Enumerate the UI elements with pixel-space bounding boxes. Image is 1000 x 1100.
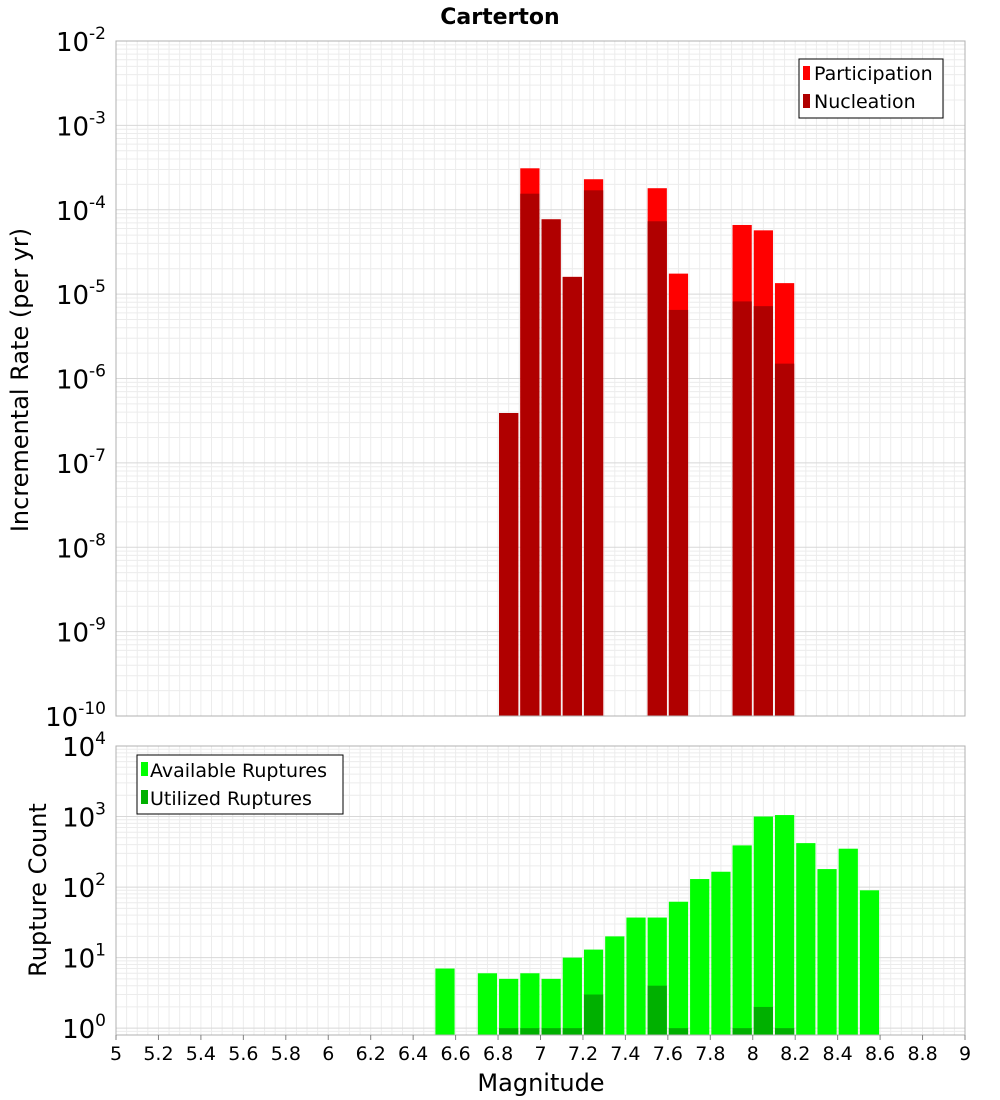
rate-y-tick-label: 10-2 bbox=[56, 24, 106, 58]
x-tick-label: 6.4 bbox=[398, 1043, 428, 1065]
rate-legend-box bbox=[798, 58, 944, 119]
available-ruptures-bar bbox=[774, 815, 795, 1035]
x-tick-label: 5.8 bbox=[271, 1043, 301, 1065]
x-axis-label: Magnitude bbox=[477, 1069, 604, 1097]
x-tick-label: 6.8 bbox=[483, 1043, 513, 1065]
nucleation-bar bbox=[732, 301, 752, 716]
utilized-legend-label: Utilized Ruptures bbox=[150, 788, 312, 810]
available-ruptures-bar bbox=[626, 917, 646, 1035]
utilized-ruptures-bar bbox=[541, 1028, 561, 1035]
count-panel: 100 101 102 103 104 5 5.2 5.4 5.6 5.8 6 6.2 6.4 6.6 6… bbox=[62, 729, 971, 1065]
x-tick-label: 8.4 bbox=[823, 1043, 853, 1065]
x-tick-label: 7.4 bbox=[610, 1043, 640, 1065]
available-ruptures-bar bbox=[499, 978, 519, 1035]
x-tick-label: 7.2 bbox=[568, 1043, 598, 1065]
top-y-axis-label: Incremental Rate (per yr) bbox=[6, 228, 34, 532]
rate-y-tick-label: 10-9 bbox=[56, 615, 106, 649]
nucleation-legend-swatch bbox=[803, 94, 810, 108]
utilized-ruptures-bar bbox=[668, 1028, 689, 1035]
nucleation-bar bbox=[668, 309, 689, 716]
x-tick-label: 7 bbox=[534, 1043, 546, 1065]
available-legend-label: Available Ruptures bbox=[150, 760, 327, 782]
count-y-tick-label: 104 bbox=[62, 729, 106, 763]
available-ruptures-bar bbox=[817, 869, 837, 1035]
nucleation-bar bbox=[753, 306, 773, 716]
x-tick-label: 9 bbox=[959, 1043, 971, 1065]
available-ruptures-bar bbox=[668, 901, 689, 1035]
nucleation-bar bbox=[583, 190, 604, 716]
utilized-legend-swatch bbox=[141, 790, 148, 804]
rate-y-tick-label: 10-4 bbox=[56, 193, 106, 227]
x-tick-label: 5.4 bbox=[186, 1043, 216, 1065]
available-ruptures-bar bbox=[796, 843, 816, 1035]
rate-y-tick-label: 10-10 bbox=[45, 699, 106, 733]
rate-y-tick-label: 10-7 bbox=[56, 446, 106, 480]
rate-y-tick-label: 10-3 bbox=[56, 108, 106, 142]
x-tick-label: 6.6 bbox=[440, 1043, 470, 1065]
count-bars bbox=[435, 815, 880, 1035]
rate-y-tick-label: 10-8 bbox=[56, 530, 106, 564]
x-tick-label: 5.6 bbox=[228, 1043, 258, 1065]
utilized-ruptures-bar bbox=[732, 1028, 752, 1035]
count-legend: Available Ruptures Utilized Ruptures bbox=[136, 754, 344, 815]
available-ruptures-bar bbox=[477, 973, 498, 1035]
available-ruptures-bar bbox=[541, 978, 561, 1035]
nucleation-bar bbox=[774, 363, 795, 716]
available-ruptures-bar bbox=[562, 957, 582, 1035]
bottom-y-axis-label: Rupture Count bbox=[24, 803, 52, 977]
x-tick-label: 8 bbox=[747, 1043, 759, 1065]
available-ruptures-bar bbox=[753, 816, 773, 1035]
count-y-tick-label: 101 bbox=[62, 941, 106, 975]
x-tick-label: 6.2 bbox=[356, 1043, 386, 1065]
nucleation-bar bbox=[647, 221, 667, 716]
x-ticks: 5 5.2 5.4 5.6 5.8 6 6.2 6.4 6.6 6.8 7 7.2 7.4 7.6 7.8 8… bbox=[110, 1035, 971, 1065]
rate-y-tick-label: 10-5 bbox=[56, 277, 106, 311]
count-y-tick-label: 100 bbox=[62, 1011, 106, 1045]
x-tick-label: 8.6 bbox=[865, 1043, 895, 1065]
utilized-ruptures-bar bbox=[499, 1028, 519, 1035]
nucleation-bar bbox=[541, 219, 561, 717]
rate-gridlines bbox=[116, 40, 965, 717]
x-tick-label: 7.8 bbox=[695, 1043, 725, 1065]
participation-legend-label: Participation bbox=[814, 63, 933, 85]
utilized-ruptures-bar bbox=[647, 985, 667, 1035]
available-ruptures-bar bbox=[690, 879, 710, 1035]
rate-y-ticks: 10-10 10-9 10-8 10-7 10-6 10-5 10-4 10-3 10-2 bbox=[45, 24, 106, 733]
rate-legend: Participation Nucleation bbox=[798, 58, 944, 119]
x-tick-label: 7.6 bbox=[653, 1043, 683, 1065]
utilized-ruptures-bar bbox=[753, 1006, 773, 1035]
x-tick-label: 5.2 bbox=[143, 1043, 173, 1065]
utilized-ruptures-bar bbox=[583, 994, 604, 1035]
participation-legend-swatch bbox=[803, 66, 810, 80]
nucleation-legend-label: Nucleation bbox=[814, 91, 916, 113]
nucleation-bar bbox=[562, 276, 582, 716]
utilized-ruptures-bar bbox=[774, 1028, 795, 1035]
count-y-tick-label: 103 bbox=[62, 800, 106, 834]
available-ruptures-bar bbox=[605, 936, 625, 1035]
x-tick-label: 5 bbox=[110, 1043, 122, 1065]
chart-title: Carterton bbox=[440, 5, 559, 30]
x-tick-label: 8.2 bbox=[780, 1043, 810, 1065]
available-ruptures-bar bbox=[838, 848, 858, 1035]
x-tick-label: 8.8 bbox=[907, 1043, 937, 1065]
available-ruptures-bar bbox=[435, 968, 455, 1035]
utilized-ruptures-bar bbox=[520, 1028, 540, 1035]
available-ruptures-bar bbox=[859, 890, 880, 1035]
utilized-ruptures-bar bbox=[562, 1028, 582, 1035]
available-ruptures-bar bbox=[732, 845, 752, 1035]
available-legend-swatch bbox=[141, 762, 148, 776]
count-y-tick-label: 102 bbox=[62, 870, 106, 904]
rate-bars bbox=[499, 168, 795, 717]
available-ruptures-bar bbox=[711, 871, 731, 1035]
count-y-ticks: 100 101 102 103 104 bbox=[62, 729, 106, 1045]
rate-y-tick-label: 10-6 bbox=[56, 362, 106, 396]
available-ruptures-bar bbox=[520, 973, 540, 1035]
nucleation-bar bbox=[520, 193, 540, 716]
rate-panel: 10-10 10-9 10-8 10-7 10-6 10-5 10-4 10-3 10-2 Pa… bbox=[45, 24, 966, 733]
x-tick-label: 6 bbox=[322, 1043, 334, 1065]
count-legend-box bbox=[136, 754, 344, 815]
nucleation-bar bbox=[499, 413, 519, 716]
rate-plot-frame bbox=[115, 40, 966, 717]
